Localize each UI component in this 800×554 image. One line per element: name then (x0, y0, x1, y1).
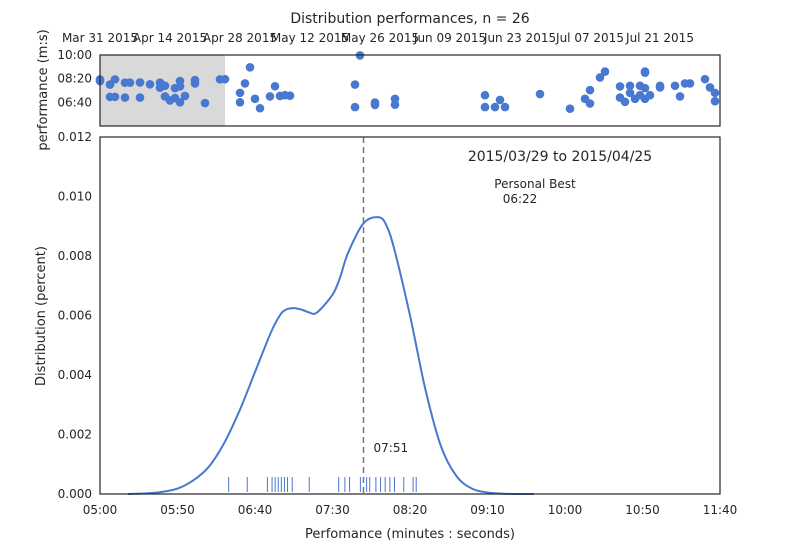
performance-point (145, 80, 155, 89)
bottom-x-axis-label: Perfomance (minutes : seconds) (305, 527, 515, 542)
bottom-y-tick-label: 0.006 (58, 309, 92, 323)
top-x-tick-label: Jul 21 2015 (625, 31, 694, 45)
performance-point (565, 104, 575, 114)
performance-point (235, 88, 245, 98)
bottom-x-tick-label: 05:00 (83, 503, 118, 517)
bottom-y-tick-label: 0.008 (58, 249, 92, 263)
bottom-x-tick-label: 10:50 (625, 503, 660, 517)
personal-best-label: Personal Best (494, 177, 576, 191)
performance-point (500, 102, 510, 112)
performance-point (585, 99, 595, 108)
top-y-axis-label: performance (m:s) (36, 29, 51, 150)
bottom-x-tick-label: 09:10 (470, 503, 505, 517)
bottom-x-tick-label: 06:40 (238, 503, 273, 517)
performance-point (255, 103, 265, 113)
bottom-y-tick-label: 0.010 (58, 190, 92, 204)
performance-point (110, 75, 120, 84)
performance-point (480, 102, 490, 112)
bottom-y-tick-label: 0.000 (58, 487, 92, 501)
performance-point (135, 93, 145, 102)
performance-point (125, 78, 135, 87)
performance-point (595, 73, 605, 82)
bottom-x-tick-label: 07:30 (315, 503, 350, 517)
top-plot-frame (99, 54, 721, 127)
bottom-y-tick-label: 0.012 (58, 130, 92, 144)
bottom-plot-frame (99, 136, 721, 495)
performance-point (600, 67, 610, 76)
performance-point (370, 100, 380, 110)
performance-point (705, 83, 715, 92)
performance-point (270, 81, 280, 91)
performance-point (685, 79, 695, 88)
performance-point (700, 74, 710, 84)
bottom-x-tick-label: 11:40 (703, 503, 738, 517)
performance-point (160, 81, 170, 91)
performance-point (285, 91, 295, 101)
bottom-x-tick-label: 08:20 (393, 503, 428, 517)
performance-point (120, 93, 130, 102)
performance-point (495, 95, 505, 105)
top-x-tick-label: May 26 2015 (341, 31, 419, 45)
performance-point (625, 81, 635, 91)
performance-point (350, 102, 360, 112)
top-x-tick-label: Mar 31 2015 (62, 31, 138, 45)
performance-point (670, 81, 680, 91)
bottom-x-tick-label: 05:50 (160, 503, 195, 517)
top-x-tick-label: Jun 23 2015 (483, 31, 556, 45)
performance-point (175, 98, 185, 107)
performance-point (655, 83, 665, 92)
performance-point (640, 83, 650, 93)
performance-point (235, 98, 245, 107)
performance-point (710, 88, 720, 98)
performance-point (190, 79, 200, 88)
performance-point (220, 74, 230, 84)
performance-point (710, 96, 720, 106)
top-x-tick-label: Apr 14 2015 (133, 31, 207, 45)
performance-point (585, 85, 595, 95)
marker-label: 07:51 (374, 441, 409, 455)
performance-point (175, 82, 185, 91)
performance-point (250, 94, 260, 104)
bottom-chart-title: 2015/03/29 to 2015/04/25 (468, 149, 652, 165)
top-y-tick-label: 10:00 (57, 48, 92, 62)
density-curve (127, 216, 534, 495)
top-y-tick-label: 08:20 (57, 72, 92, 86)
performance-point (625, 88, 635, 98)
performance-point (180, 91, 190, 101)
bottom-y-tick-label: 0.002 (58, 428, 92, 442)
top-y-tick-label: 06:40 (57, 95, 92, 109)
top-x-tick-label: Apr 28 2015 (203, 31, 277, 45)
bottom-y-tick-label: 0.004 (58, 368, 92, 382)
performance-point (390, 100, 400, 109)
bottom-y-axis-label: Distribution (percent) (34, 246, 49, 386)
performance-point (490, 102, 500, 112)
performance-point (200, 98, 210, 108)
top-x-tick-label: Jul 07 2015 (555, 31, 624, 45)
performance-point (350, 80, 360, 89)
performance-point (620, 97, 630, 107)
personal-best-value: 06:22 (503, 192, 538, 206)
top-x-tick-label: May 12 2015 (271, 31, 349, 45)
performance-point (480, 90, 490, 100)
bottom-x-tick-label: 10:00 (548, 503, 583, 517)
performance-point (675, 92, 685, 101)
performance-point (265, 92, 275, 101)
top-x-tick-label: Jun 09 2015 (413, 31, 486, 45)
performance-point (640, 68, 650, 78)
performance-point (535, 89, 545, 99)
performance-point (390, 94, 400, 104)
performance-point (240, 79, 250, 88)
performance-point (110, 92, 120, 102)
top-chart-title: Distribution performances, n = 26 (290, 11, 529, 27)
performance-point (615, 82, 625, 91)
performance-point (245, 63, 255, 72)
performance-point (135, 78, 145, 87)
performance-point (645, 90, 655, 100)
